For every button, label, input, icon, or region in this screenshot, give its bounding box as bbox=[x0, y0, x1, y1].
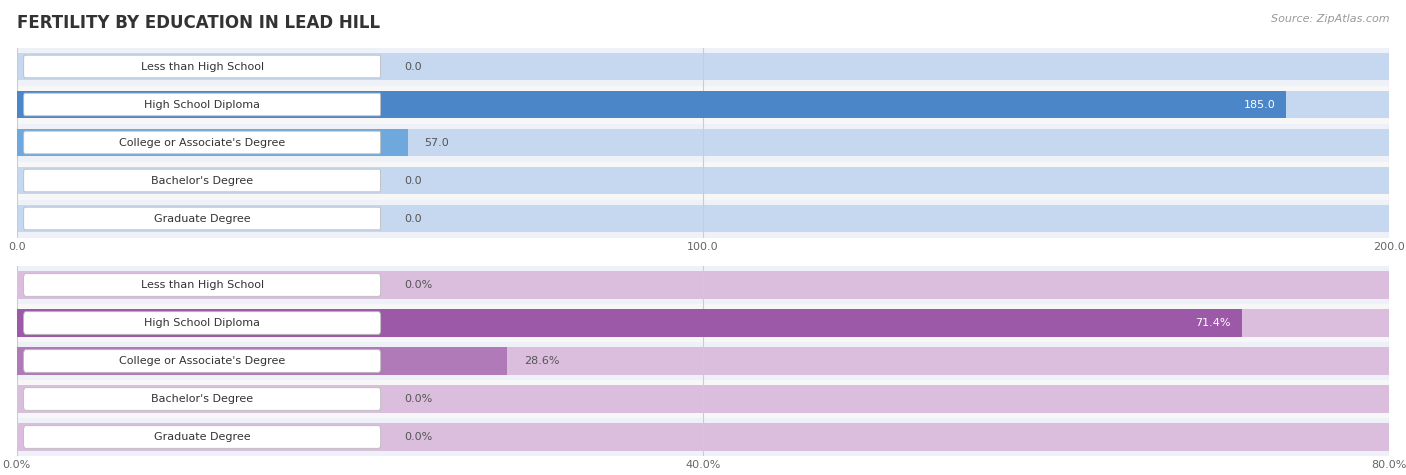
Text: 0.0: 0.0 bbox=[404, 175, 422, 186]
Text: Less than High School: Less than High School bbox=[141, 61, 264, 72]
Text: 0.0: 0.0 bbox=[404, 61, 422, 72]
FancyBboxPatch shape bbox=[24, 93, 381, 116]
Text: College or Associate's Degree: College or Associate's Degree bbox=[120, 356, 285, 366]
Text: Source: ZipAtlas.com: Source: ZipAtlas.com bbox=[1271, 14, 1389, 24]
Bar bbox=[17, 162, 1389, 199]
Text: High School Diploma: High School Diploma bbox=[145, 318, 260, 328]
Text: College or Associate's Degree: College or Associate's Degree bbox=[120, 137, 285, 148]
Bar bbox=[17, 418, 1389, 456]
Bar bbox=[17, 304, 1389, 342]
FancyBboxPatch shape bbox=[24, 426, 381, 448]
FancyBboxPatch shape bbox=[24, 388, 381, 410]
Text: Bachelor's Degree: Bachelor's Degree bbox=[150, 394, 253, 404]
Bar bbox=[17, 347, 1389, 375]
Bar bbox=[17, 129, 1389, 156]
FancyBboxPatch shape bbox=[24, 169, 381, 192]
Text: 0.0%: 0.0% bbox=[404, 432, 432, 442]
Text: 0.0: 0.0 bbox=[404, 213, 422, 224]
FancyBboxPatch shape bbox=[24, 312, 381, 334]
Text: High School Diploma: High School Diploma bbox=[145, 99, 260, 110]
Bar bbox=[17, 129, 408, 156]
Bar bbox=[17, 342, 1389, 380]
Text: 185.0: 185.0 bbox=[1243, 99, 1275, 110]
Text: 0.0%: 0.0% bbox=[404, 394, 432, 404]
Bar bbox=[17, 309, 1389, 337]
Text: Less than High School: Less than High School bbox=[141, 280, 264, 290]
Bar bbox=[17, 86, 1389, 124]
FancyBboxPatch shape bbox=[24, 207, 381, 230]
Text: Graduate Degree: Graduate Degree bbox=[153, 432, 250, 442]
Text: 0.0%: 0.0% bbox=[404, 280, 432, 290]
Bar bbox=[17, 167, 1389, 194]
Text: 28.6%: 28.6% bbox=[524, 356, 560, 366]
Bar bbox=[17, 124, 1389, 162]
Bar bbox=[17, 271, 1389, 299]
Bar bbox=[17, 309, 1241, 337]
Text: FERTILITY BY EDUCATION IN LEAD HILL: FERTILITY BY EDUCATION IN LEAD HILL bbox=[17, 14, 380, 32]
Bar bbox=[17, 48, 1389, 86]
Text: Bachelor's Degree: Bachelor's Degree bbox=[150, 175, 253, 186]
FancyBboxPatch shape bbox=[24, 274, 381, 296]
Bar bbox=[17, 91, 1389, 118]
Text: 71.4%: 71.4% bbox=[1195, 318, 1230, 328]
Bar bbox=[17, 205, 1389, 232]
Bar bbox=[17, 266, 1389, 304]
Bar bbox=[17, 385, 1389, 413]
FancyBboxPatch shape bbox=[24, 131, 381, 154]
FancyBboxPatch shape bbox=[24, 350, 381, 372]
Bar bbox=[17, 91, 1286, 118]
Bar bbox=[17, 380, 1389, 418]
Bar bbox=[17, 347, 508, 375]
Text: Graduate Degree: Graduate Degree bbox=[153, 213, 250, 224]
FancyBboxPatch shape bbox=[24, 55, 381, 78]
Bar bbox=[17, 53, 1389, 80]
Bar bbox=[17, 200, 1389, 238]
Text: 57.0: 57.0 bbox=[425, 137, 449, 148]
Bar bbox=[17, 423, 1389, 451]
